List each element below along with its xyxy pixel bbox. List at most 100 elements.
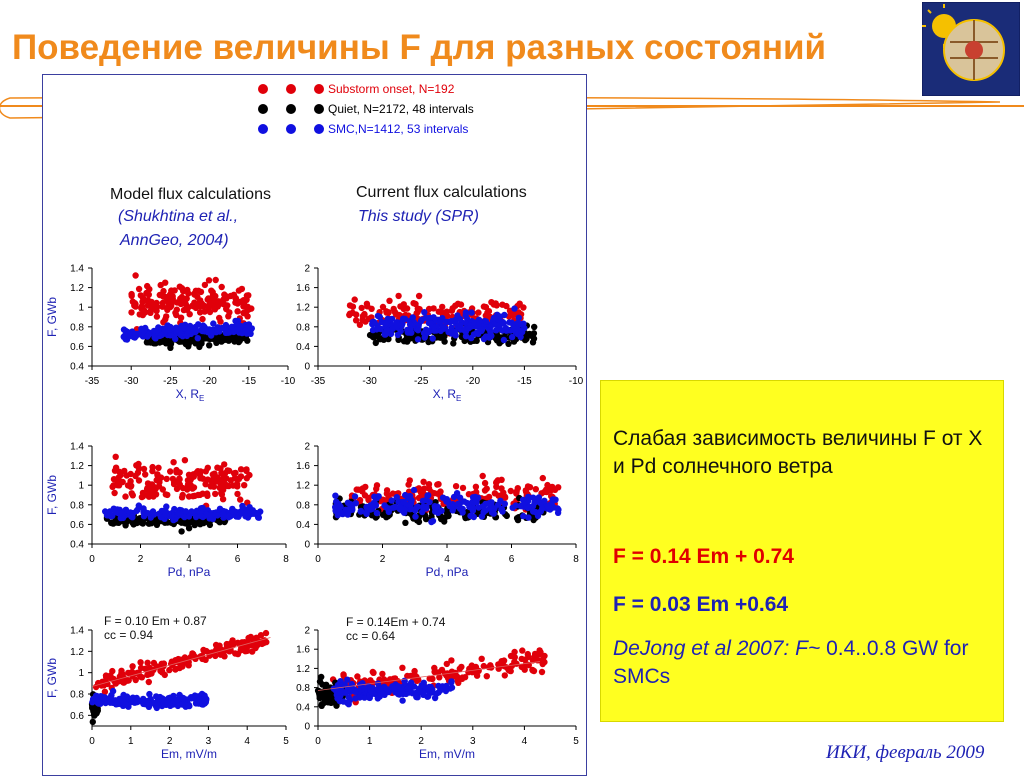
data-point	[94, 697, 101, 704]
data-point	[163, 294, 170, 302]
data-point	[425, 685, 432, 692]
fit-line	[317, 661, 540, 691]
data-point	[190, 484, 198, 491]
data-point	[500, 489, 507, 496]
legend-item-substorm: Substorm onset, N=192	[250, 80, 500, 100]
data-point	[538, 668, 546, 676]
data-point	[185, 290, 192, 297]
x-tick-label: 0	[89, 554, 95, 565]
data-point	[122, 493, 129, 500]
data-point	[440, 324, 447, 331]
data-point	[434, 481, 441, 488]
data-point	[544, 503, 552, 510]
data-point	[181, 457, 189, 464]
data-point	[511, 305, 518, 312]
y-tick-label: 1.6	[296, 283, 310, 294]
data-point	[145, 291, 152, 298]
data-point	[207, 300, 214, 307]
data-point	[197, 512, 205, 520]
data-point	[541, 488, 548, 496]
y-tick-label: 0	[304, 540, 310, 551]
y-tick-label: 0.6	[70, 342, 84, 353]
data-point	[452, 483, 460, 490]
data-point	[129, 513, 136, 520]
data-point	[152, 491, 160, 498]
data-point	[172, 657, 179, 664]
data-point	[239, 298, 246, 306]
data-point	[524, 504, 532, 512]
data-point	[541, 652, 548, 660]
data-point	[318, 673, 325, 681]
figure-panel	[42, 74, 587, 776]
data-point	[494, 335, 501, 342]
x-tick-label: -10	[569, 376, 584, 387]
data-point	[214, 335, 221, 343]
data-point	[173, 311, 180, 319]
data-point	[390, 305, 397, 313]
x-tick-label: -35	[311, 376, 326, 387]
data-point	[94, 705, 101, 712]
data-point	[237, 496, 244, 503]
data-point	[189, 329, 196, 336]
data-point	[359, 316, 366, 324]
data-point	[244, 313, 251, 320]
data-point	[162, 491, 169, 498]
data-point	[371, 319, 378, 326]
data-point	[519, 647, 526, 654]
data-point	[550, 496, 557, 503]
data-point	[376, 313, 383, 321]
y-axis-label: F, GWb	[45, 658, 59, 698]
data-point	[116, 696, 124, 703]
data-point	[498, 658, 505, 665]
data-point	[541, 497, 548, 504]
y-tick-label: 0.8	[296, 322, 310, 333]
data-point	[483, 673, 490, 680]
y-tick-label: 0	[304, 722, 310, 733]
data-point	[144, 659, 151, 666]
fit-label-left: F = 0.10 Em + 0.87 cc = 0.94	[104, 614, 207, 642]
data-point	[468, 334, 475, 342]
data-point	[538, 658, 545, 665]
data-point	[521, 666, 528, 673]
data-point	[490, 510, 497, 517]
data-point	[255, 514, 262, 521]
data-point	[402, 519, 409, 526]
data-point	[138, 303, 146, 310]
data-point	[207, 512, 214, 519]
data-point	[429, 335, 436, 342]
data-point	[237, 473, 245, 480]
data-point	[443, 496, 450, 503]
y-tick-label: 0.8	[70, 690, 84, 701]
data-point	[485, 500, 492, 507]
scatter-flux-vs-em-model: 0 1 2 3 4 5 0.6 0.8 1 1.2 1.4 Em, mV/m F, GWb	[45, 626, 289, 762]
y-tick-label: 0.8	[70, 500, 84, 511]
y-tick-label: 2	[304, 626, 310, 637]
data-point	[531, 499, 538, 506]
data-point	[502, 324, 510, 332]
data-point	[135, 285, 143, 293]
data-point	[523, 335, 530, 342]
data-point	[371, 333, 379, 340]
data-point	[220, 512, 227, 519]
data-point	[399, 697, 406, 704]
data-point	[366, 694, 373, 701]
data-point	[144, 510, 152, 517]
data-point	[351, 296, 358, 303]
data-point	[532, 486, 539, 493]
data-point	[482, 318, 490, 325]
data-point	[205, 277, 213, 284]
y-tick-label: 0.4	[70, 362, 84, 373]
data-point	[232, 299, 239, 306]
data-point	[182, 296, 189, 303]
data-point	[462, 514, 469, 522]
y-tick-label: 1.4	[70, 626, 84, 637]
data-point	[204, 492, 211, 499]
data-point	[388, 497, 395, 504]
data-point	[161, 327, 169, 334]
data-point	[356, 321, 364, 328]
data-point	[199, 327, 206, 335]
data-point	[425, 319, 433, 327]
slide-title: Поведение величины F для разных состояни…	[12, 28, 827, 67]
data-point	[342, 689, 349, 696]
data-point	[117, 471, 124, 479]
